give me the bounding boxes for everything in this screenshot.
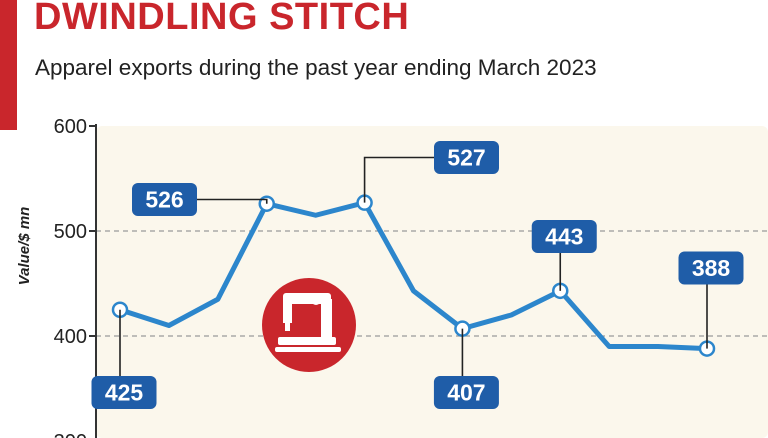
data-labels: 425 526 527 407 443 388: [91, 141, 744, 409]
data-label-443: 443: [545, 224, 583, 250]
data-label-box: [91, 376, 157, 409]
data-label-box: [531, 220, 597, 253]
chart-title: DWINDLING STITCH: [34, 0, 410, 38]
y-tick-label: 600: [54, 116, 87, 138]
data-label-box: [678, 251, 744, 285]
data-label-box: [434, 141, 499, 174]
gridlines: [96, 230, 768, 337]
data-label-leader: [197, 198, 268, 204]
data-point-markers: [111, 194, 716, 357]
data-label-407: 407: [447, 380, 485, 406]
data-label-527: 527: [447, 145, 485, 171]
icon-circle: [262, 278, 356, 372]
accent-bar: [0, 0, 17, 130]
data-label-leader: [363, 156, 434, 203]
y-tick-label: 500: [54, 221, 87, 243]
sewing-machine-icon: [262, 278, 356, 372]
data-label-box: [132, 183, 197, 216]
data-label-388: 388: [692, 255, 731, 281]
y-axis: 300 400 500 600: [54, 116, 97, 438]
chart-subtitle: Apparel exports during the past year end…: [35, 55, 597, 80]
sewing-machine-shape: [275, 293, 341, 352]
series-line: [117, 200, 710, 352]
y-tick-label: 400: [54, 326, 87, 348]
data-label-425: 425: [105, 380, 144, 406]
plot-background: [96, 126, 768, 438]
data-label-box: [433, 376, 499, 409]
icon-detail: [296, 310, 302, 316]
y-tick-label: 300: [54, 431, 87, 438]
y-axis-title: Value/$ mn: [16, 207, 33, 286]
data-label-526: 526: [145, 187, 183, 213]
